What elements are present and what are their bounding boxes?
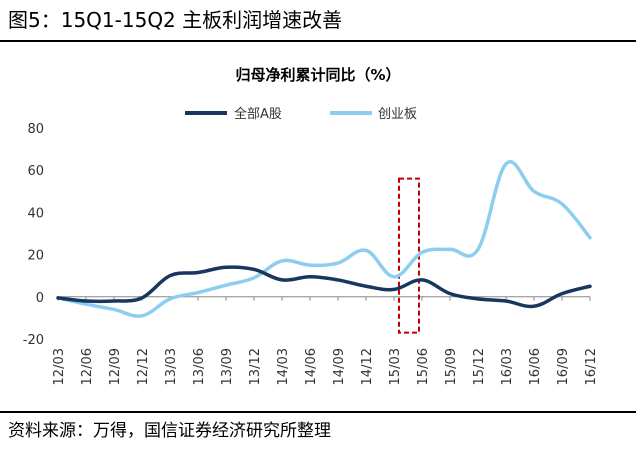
- y-tick-label-20: 20: [27, 249, 44, 264]
- x-tick-label-14-09: 14/09: [332, 348, 347, 385]
- series-line-0: [56, 265, 592, 309]
- x-tick-label-12-03: 12/03: [52, 348, 67, 385]
- x-tick-label-14-12: 14/12: [360, 348, 375, 385]
- legend: 全部A股 创业板: [185, 106, 417, 122]
- y-tick-label-80: 80: [27, 122, 44, 137]
- x-tick-label-15-12: 15/12: [472, 348, 487, 385]
- x-tick-label-15-03: 15/03: [388, 348, 403, 385]
- x-tick-label-16-03: 16/03: [500, 348, 515, 385]
- x-tick-label-12-09: 12/09: [108, 348, 123, 385]
- x-tick-label-12-06: 12/06: [80, 348, 95, 385]
- series-lines: [56, 160, 592, 318]
- x-tick-label-14-06: 14/06: [304, 348, 319, 385]
- x-tick-label-12-12: 12/12: [136, 348, 151, 385]
- x-tick-label-15-06: 15/06: [416, 348, 431, 385]
- x-tick-label-13-03: 13/03: [164, 348, 179, 385]
- y-tick-label-0: 0: [36, 291, 44, 306]
- bottom-rule: [0, 411, 636, 413]
- x-tick-label-16-06: 16/06: [528, 348, 543, 385]
- figure-label: 图5：: [8, 8, 61, 32]
- series-line-1: [56, 160, 592, 318]
- y-tick-label-40: 40: [27, 206, 44, 221]
- x-tick-label-16-12: 16/12: [584, 348, 599, 385]
- figure-title: 图5：15Q1-15Q2 主板利润增速改善: [8, 6, 342, 34]
- chart-title: 归母净利累计同比（%）: [235, 66, 400, 84]
- axes: 12/03 12/06 12/09 12/12 13/03 13/06 13/09 13/12…: [23, 122, 599, 385]
- legend-label-0: 全部A股: [234, 106, 282, 122]
- x-tick-label-13-09: 13/09: [220, 348, 235, 385]
- source-note: 资料来源：万得，国信证券经济研究所整理: [8, 421, 331, 441]
- y-tick-label--20: -20: [23, 333, 44, 348]
- x-tick-label-13-12: 13/12: [248, 348, 263, 385]
- legend-label-1: 创业板: [378, 107, 417, 122]
- top-rule: [0, 40, 636, 42]
- y-tick-label-60: 60: [27, 164, 44, 179]
- figure-title-text: 15Q1-15Q2 主板利润增速改善: [60, 8, 343, 32]
- x-tick-label-15-09: 15/09: [444, 348, 459, 385]
- x-tick-label-14-03: 14/03: [276, 348, 291, 385]
- x-tick-label-13-06: 13/06: [192, 348, 207, 385]
- x-tick-label-16-09: 16/09: [556, 348, 571, 385]
